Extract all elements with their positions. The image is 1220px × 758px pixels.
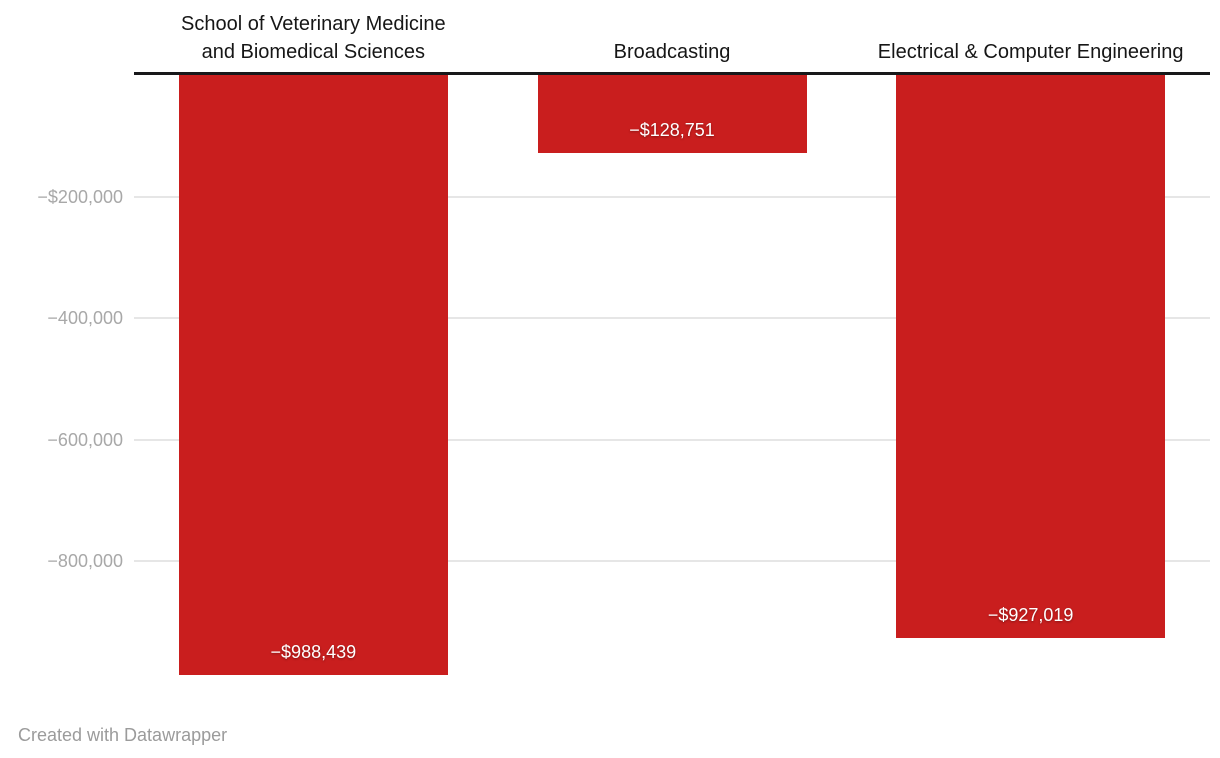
column-header-line: and Biomedical Sciences — [201, 41, 426, 63]
column-header: School of Veterinary Medicine and Biomedi… — [134, 0, 493, 66]
column-header: Electrical & Computer Engineering — [851, 0, 1210, 66]
column-header: Broadcasting — [493, 0, 852, 66]
bar-value-label: −$927,019 — [987, 605, 1074, 625]
gridline — [134, 195, 1210, 198]
gridline — [134, 560, 1210, 562]
bar-value-label: −$128,751 — [629, 120, 715, 140]
datawrapper-attribution-link[interactable]: Created with Datawrapper — [18, 725, 228, 745]
column-header-line: Electrical & Computer Engineering — [877, 41, 1184, 63]
y-tick-label: −$200,000 — [37, 186, 123, 207]
gridline — [134, 438, 1210, 441]
attribution: Created with Datawrapper — [18, 724, 227, 746]
bar: −$128,751 — [537, 75, 807, 153]
bar: −$988,439 — [178, 75, 448, 675]
column-header-line: Broadcasting — [613, 41, 731, 63]
y-tick-label: −400,000 — [47, 308, 123, 328]
bar-value-label: −$988,439 — [270, 642, 357, 662]
zero-baseline — [134, 72, 1210, 75]
column-header-line: School of Veterinary Medicine — [181, 13, 446, 35]
gridline — [134, 317, 1210, 319]
y-tick-label: −600,000 — [47, 429, 123, 450]
y-tick-label: −800,000 — [47, 551, 123, 571]
bar: −$927,019 — [896, 75, 1166, 638]
